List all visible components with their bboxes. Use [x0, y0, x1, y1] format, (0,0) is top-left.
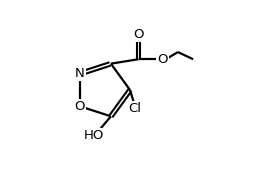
Text: Cl: Cl: [128, 102, 141, 115]
Text: O: O: [75, 100, 85, 113]
Text: HO: HO: [84, 129, 104, 142]
Text: N: N: [75, 67, 85, 80]
Text: O: O: [157, 53, 168, 66]
Text: O: O: [133, 28, 144, 41]
